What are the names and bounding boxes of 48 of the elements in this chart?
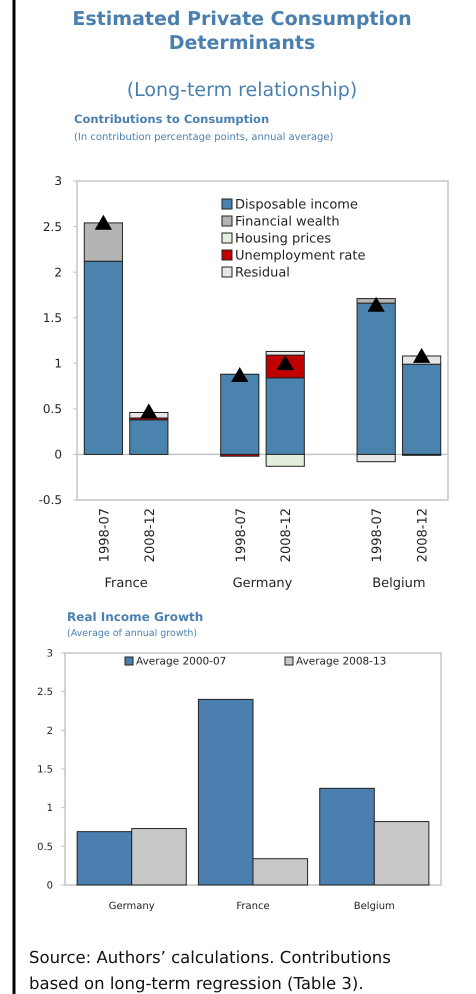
chart-subtitle: (Long-term relationship): [126, 79, 358, 101]
x-tick-label: Germany: [108, 901, 155, 912]
y-tick-label: 2: [46, 726, 53, 737]
text: Germany: [232, 576, 293, 591]
y-tick-label: 1: [54, 356, 62, 370]
point: [140, 403, 158, 418]
legend-label: Housing prices: [235, 232, 332, 247]
y-tick-label: 1.5: [42, 310, 62, 325]
legend-label: Financial wealth: [235, 214, 340, 230]
x-tick-label: 2008-12: [416, 508, 431, 562]
y-tick-label: 3: [54, 174, 62, 188]
bar: [129, 419, 168, 455]
point: [368, 296, 385, 312]
y-tick-label: 2.5: [37, 687, 53, 698]
y-tick-label: 1.5: [37, 764, 53, 776]
legend-label: Disposable income: [235, 198, 358, 213]
y-tick-label: 1: [46, 803, 53, 814]
x-tick-label: 2008-12: [279, 508, 294, 562]
x-tick-label: 1998-07: [97, 508, 112, 562]
y-tick-label: 0: [46, 880, 53, 892]
y-tick-label: 3: [46, 648, 53, 660]
legend-label: Unemployment rate: [235, 248, 366, 264]
y-tick-label: 2.5: [42, 220, 62, 234]
point: [231, 366, 248, 382]
source-note: Source: Authors’ calculations. Contributions based on long-term regression (Table 3).: [29, 948, 391, 993]
text: Contributions to Consumption: [74, 112, 270, 126]
y-tick-label: 0.5: [37, 842, 53, 853]
chart-title: Real Income Growth: [67, 610, 204, 624]
legend-label: Average 2008-13: [296, 656, 386, 668]
y-tick-label: 0: [54, 448, 62, 462]
y-tick-label: -0.5: [38, 493, 62, 508]
y-tick-label: 2: [54, 265, 62, 280]
chart-subtitle: (Average of annual growth): [67, 628, 198, 639]
legend-label: Average 2000-07: [136, 656, 226, 668]
text: (In contribution percentage points, annual average): [74, 132, 334, 143]
text: Belgium: [372, 576, 426, 591]
bar: [220, 374, 260, 455]
y-tick-label: 0.5: [42, 402, 62, 416]
point: [94, 214, 112, 230]
x-tick-label: Belgium: [354, 901, 395, 912]
chart-title: Estimated Private Consumption Determinants: [72, 8, 412, 54]
text: France: [104, 576, 148, 591]
point: [412, 348, 430, 363]
x-tick-label: 2008-12: [142, 508, 158, 562]
x-tick-label: 1998-07: [370, 508, 386, 562]
x-tick-label: 1998-07: [234, 508, 249, 562]
x-tick-label: France: [236, 901, 270, 912]
legend-label: Residual: [235, 266, 290, 281]
